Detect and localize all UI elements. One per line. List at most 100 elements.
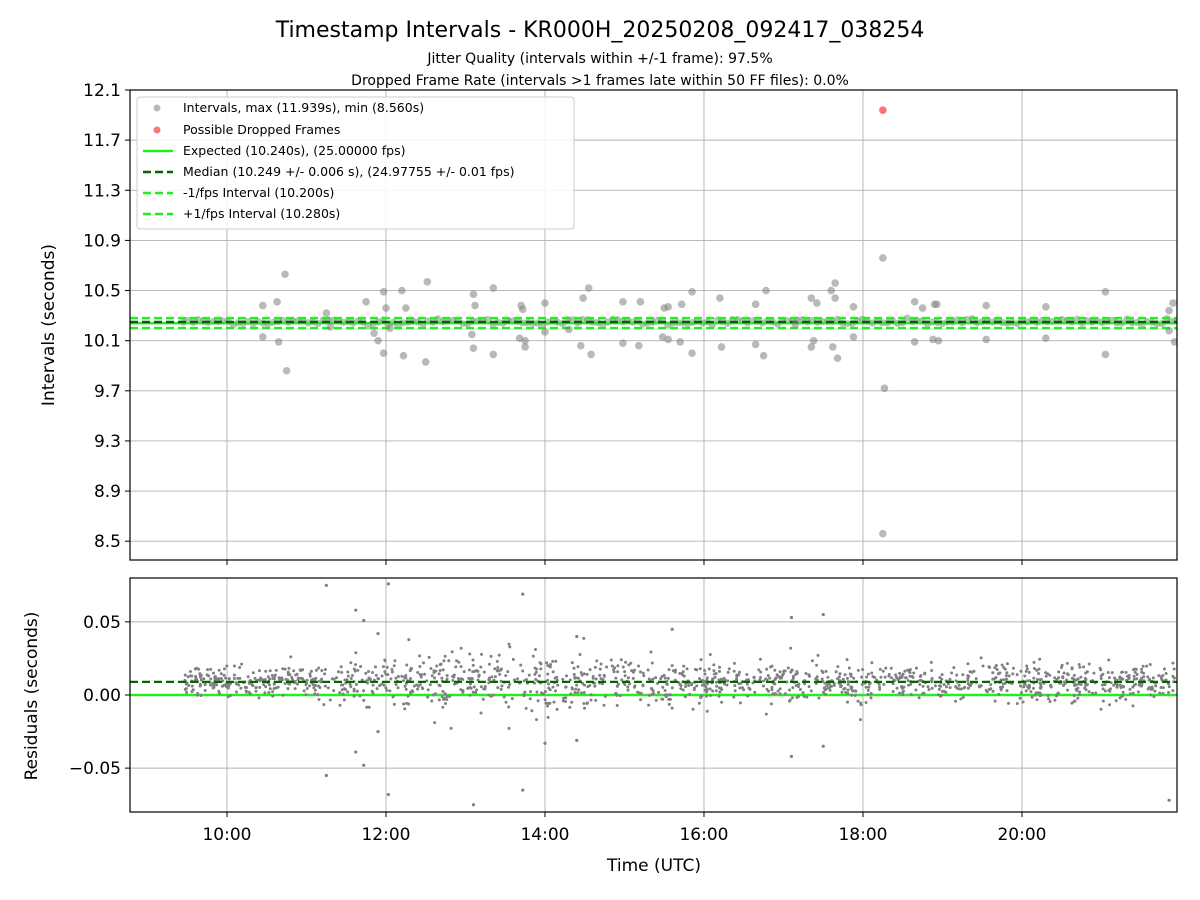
residual-point [1090, 691, 1094, 695]
residual-point [1164, 671, 1168, 675]
residual-outlier-point [1167, 798, 1171, 802]
residual-point [380, 674, 384, 678]
interval-outlier-point [809, 336, 818, 345]
legend-marker-dropped [153, 126, 161, 134]
residual-point [1046, 694, 1050, 698]
residual-point [528, 697, 532, 701]
residual-point [510, 697, 514, 701]
residual-point [236, 676, 240, 680]
residual-point [773, 668, 777, 672]
residual-point [1092, 671, 1096, 675]
residual-point [712, 669, 716, 673]
residual-point [667, 668, 671, 672]
residual-point [1132, 677, 1136, 681]
residual-point [400, 674, 404, 678]
residual-point [340, 670, 344, 674]
residual-point [304, 683, 308, 687]
residual-point [196, 692, 200, 696]
interval-outlier-point [751, 300, 760, 309]
residual-point [1115, 684, 1119, 688]
residual-point [820, 669, 824, 673]
residual-point [773, 692, 777, 696]
intervals-ytick-label-7: 11.3 [83, 181, 121, 201]
residual-point [539, 662, 543, 666]
residual-point [438, 669, 442, 673]
residual-point [1146, 675, 1150, 679]
residual-point [392, 664, 396, 668]
residual-point [198, 684, 202, 688]
residual-point [232, 676, 236, 680]
residual-point [188, 669, 192, 673]
residual-point [477, 674, 481, 678]
residual-point [322, 703, 326, 707]
residual-point [954, 685, 958, 689]
residual-point [551, 685, 555, 689]
residual-point [691, 707, 695, 711]
residual-point [461, 690, 465, 694]
residual-point [1159, 685, 1163, 689]
residual-point [493, 667, 497, 671]
residual-point [864, 685, 868, 689]
residual-point [403, 707, 407, 711]
residual-point [1027, 670, 1031, 674]
interval-outlier-point [934, 336, 943, 345]
residual-point [547, 682, 551, 686]
residual-point [952, 666, 956, 670]
residual-point [286, 671, 290, 675]
residual-point [704, 694, 708, 698]
residual-point [1107, 676, 1111, 680]
residual-point [921, 692, 925, 696]
residuals-ytick-label-1: 0.00 [83, 686, 121, 706]
residuals-ytick-label-0: −0.05 [69, 759, 121, 779]
residual-point [866, 688, 870, 692]
residual-point [1018, 696, 1022, 700]
residual-point [870, 661, 874, 665]
residual-point [582, 672, 586, 676]
residual-point [944, 690, 948, 694]
intervals-ytick-label-0: 8.5 [94, 532, 121, 552]
residual-point [809, 689, 813, 693]
residual-point [405, 663, 409, 667]
residual-point [482, 687, 486, 691]
residual-point [270, 673, 274, 677]
residual-point [569, 692, 573, 696]
residual-point [349, 661, 353, 665]
residual-point [1172, 676, 1176, 680]
residual-point [674, 668, 678, 672]
residual-outlier-point [324, 583, 328, 587]
residual-point [649, 687, 653, 691]
residual-point [751, 681, 755, 685]
residual-point [791, 686, 795, 690]
interval-outlier-point [258, 333, 267, 341]
residual-point [243, 685, 247, 689]
residual-outlier-point [521, 592, 525, 596]
interval-outlier-point [833, 354, 842, 363]
residual-point [576, 691, 580, 695]
residual-point [253, 676, 257, 680]
residual-point [1124, 697, 1128, 701]
interval-outlier-point [982, 335, 991, 344]
residual-point [268, 669, 272, 673]
residual-point [209, 683, 213, 687]
residual-point [190, 684, 194, 688]
residual-point [836, 677, 840, 681]
interval-outlier-point [274, 338, 283, 346]
residual-point [449, 726, 453, 730]
residual-point [926, 685, 930, 689]
interval-outlier-point [489, 284, 498, 292]
residual-point [406, 694, 410, 698]
residual-point [437, 672, 441, 676]
interval-outlier-point [1101, 287, 1110, 296]
residual-point [817, 696, 821, 700]
residual-point [392, 702, 396, 706]
interval-outlier-point [386, 324, 394, 332]
residual-point [901, 691, 905, 695]
residual-point [227, 677, 231, 681]
residual-point [987, 687, 991, 691]
residual-point [226, 695, 230, 699]
interval-outlier-point [584, 284, 593, 292]
residual-point [222, 667, 226, 671]
residual-point [846, 688, 850, 692]
residual-point [502, 695, 506, 699]
residual-point [418, 673, 422, 677]
